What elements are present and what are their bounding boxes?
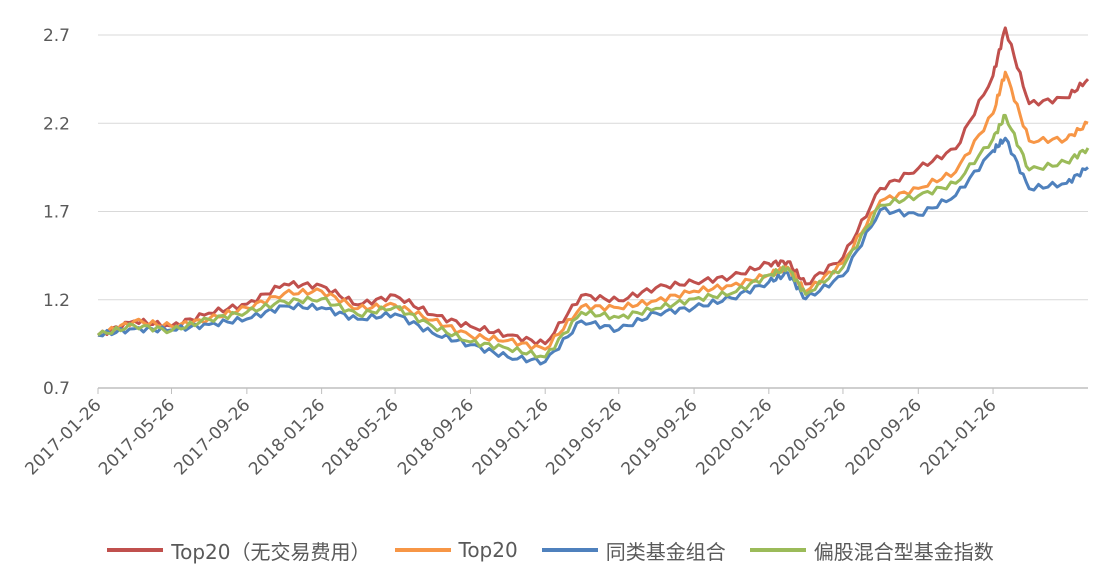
- legend-item: 同类基金组合: [541, 536, 726, 565]
- x-tick-label: 2017-09-26: [170, 395, 254, 479]
- y-tick-label: 1.7: [43, 203, 70, 223]
- y-axis: 0.7 1.2 1.7 2.2 2.7: [43, 26, 70, 399]
- legend-swatch: [107, 548, 164, 552]
- legend-label: Top20: [458, 538, 518, 562]
- x-tick-label: 2017-05-26: [95, 395, 179, 479]
- legend-label: 同类基金组合: [605, 539, 726, 564]
- x-tick-label: 2020-01-26: [692, 395, 776, 479]
- legend-swatch: [541, 548, 598, 552]
- legend-swatch: [749, 548, 806, 552]
- legend-item: Top20: [394, 538, 518, 562]
- gridlines: [98, 34, 1088, 389]
- series-line-4: [97, 113, 1090, 359]
- y-tick-label: 0.7: [43, 379, 70, 399]
- x-tick-label: 2019-05-26: [542, 395, 626, 479]
- x-tick-label: 2019-09-26: [618, 395, 702, 479]
- x-tick-label: 2017-01-26: [22, 395, 106, 479]
- x-tick-label: 2021-01-26: [917, 395, 1001, 479]
- x-tick-label: 2018-05-26: [319, 395, 403, 479]
- legend-swatch: [394, 548, 451, 552]
- x-tick-label: 2020-05-26: [766, 395, 850, 479]
- legend-item: Top20（无交易费用）: [107, 536, 371, 565]
- x-tick-label: 2018-09-26: [394, 395, 478, 479]
- x-axis: 2017-01-262017-05-262017-09-262018-01-26…: [22, 388, 1001, 479]
- y-tick-label: 1.2: [43, 291, 70, 311]
- x-tick-label: 2020-09-26: [842, 395, 926, 479]
- legend: Top20（无交易费用） Top20 同类基金组合 偏股混合型基金指数: [0, 532, 1101, 568]
- x-tick-label: 2018-01-26: [245, 395, 329, 479]
- series-line-1: [97, 26, 1090, 346]
- series-line-3: [97, 136, 1089, 366]
- series-lines: [97, 26, 1090, 366]
- legend-label: Top20（无交易费用）: [171, 539, 371, 564]
- y-tick-label: 2.7: [43, 26, 70, 46]
- legend-label: 偏股混合型基金指数: [813, 539, 994, 564]
- legend-item: 偏股混合型基金指数: [749, 536, 994, 565]
- x-tick-label: 2019-01-26: [469, 395, 553, 479]
- series-line-2: [97, 70, 1089, 351]
- y-tick-label: 2.2: [43, 114, 70, 134]
